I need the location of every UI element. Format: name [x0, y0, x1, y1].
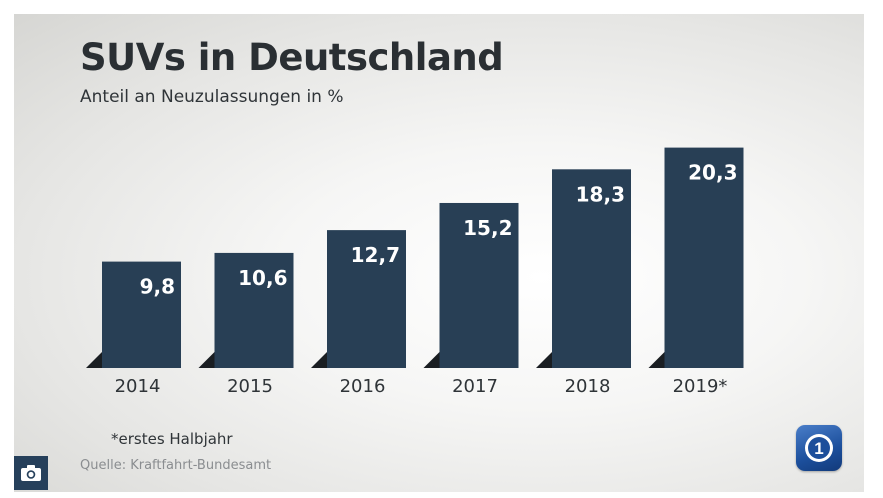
bar-2014	[102, 261, 181, 368]
bar-value-label: 20,3	[688, 161, 737, 185]
bar-value-label: 18,3	[576, 182, 625, 206]
chart-footnote: *erstes Halbjahr	[111, 430, 233, 448]
bar-shadow	[198, 352, 215, 368]
chart-title: SUVs in Deutschland	[80, 36, 504, 79]
das-erste-logo-icon: 1	[796, 425, 842, 471]
x-tick-label: 2017	[452, 376, 498, 397]
chart-subtitle: Anteil an Neuzulassungen in %	[80, 87, 344, 107]
bar-2017	[439, 202, 519, 368]
bar-shadow	[536, 352, 552, 368]
chart-source: Quelle: Kraftfahrt-Bundesamt	[80, 458, 272, 473]
bar-value-label: 9,8	[140, 275, 175, 299]
camera-icon[interactable]	[14, 456, 48, 490]
bar-value-label: 12,7	[351, 243, 400, 267]
x-tick-label: 2016	[340, 376, 386, 397]
svg-text:1: 1	[814, 439, 823, 458]
x-tick-label: 2019*	[673, 376, 728, 397]
bar-shadow	[423, 352, 440, 368]
bar-value-label: 10,6	[238, 266, 287, 290]
infographic-frame: SUVs in Deutschland Anteil an Neuzulassu…	[14, 14, 864, 492]
bar-chart: 9,8 2014 10,6 2015 12,7 2016 15,2 2017 18,3 2018 2…	[86, 147, 744, 397]
bar-value-label: 15,2	[463, 216, 512, 240]
bar-shadow	[648, 352, 665, 368]
x-tick-label: 2014	[115, 376, 161, 397]
bar-2015	[214, 252, 294, 368]
bar-2019	[664, 147, 744, 368]
bar-2018	[552, 169, 631, 368]
x-tick-label: 2018	[565, 376, 611, 397]
bar-2016	[327, 230, 406, 368]
bar-shadow	[311, 352, 327, 368]
x-tick-label: 2015	[227, 376, 273, 397]
bar-shadow	[86, 352, 102, 368]
